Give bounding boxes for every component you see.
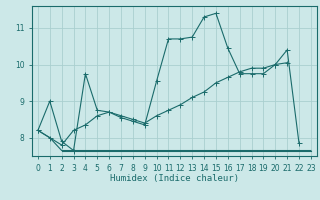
X-axis label: Humidex (Indice chaleur): Humidex (Indice chaleur)	[110, 174, 239, 183]
